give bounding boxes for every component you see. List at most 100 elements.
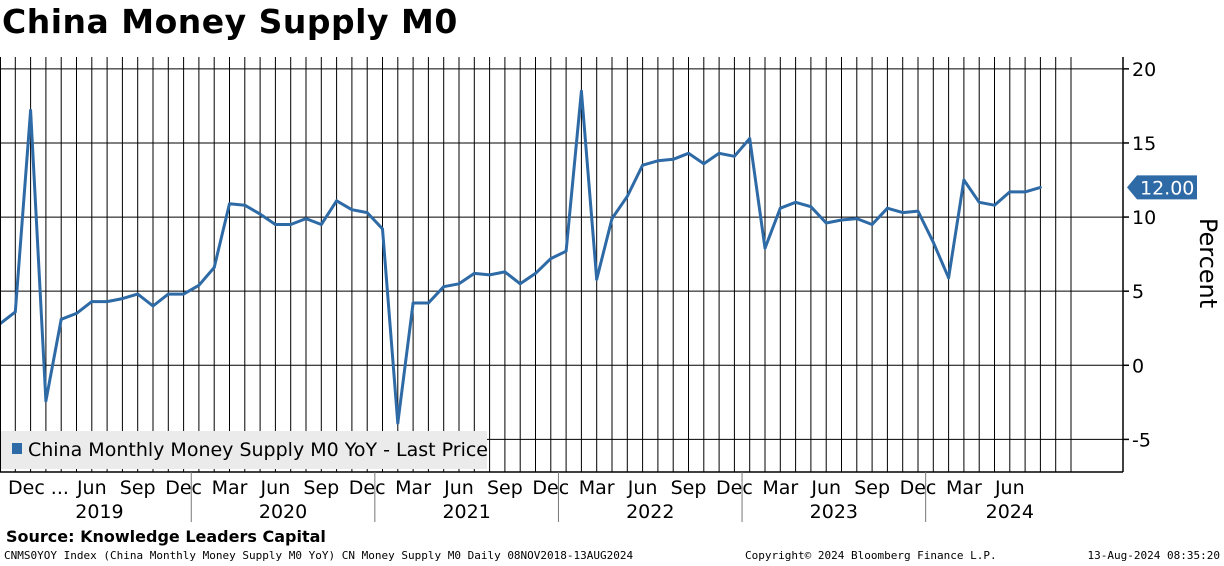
- chart-title: China Money Supply M0: [2, 2, 458, 41]
- data-point: [411, 301, 415, 305]
- x-month-label: Dec: [716, 477, 753, 499]
- x-month-label: Jun: [76, 477, 107, 499]
- source-text: Source: Knowledge Leaders Capital: [6, 527, 326, 546]
- x-month-label: Mar: [579, 477, 615, 499]
- x-month-label: Mar: [946, 477, 982, 499]
- data-point: [121, 297, 124, 300]
- data-point: [916, 209, 920, 213]
- data-point: [13, 310, 17, 314]
- x-year-label: 2022: [626, 501, 674, 523]
- legend-swatch: [12, 443, 22, 454]
- data-point: [503, 270, 507, 274]
- x-year-label: 2019: [75, 501, 123, 523]
- data-point: [29, 108, 32, 112]
- x-year-label: 2020: [259, 501, 307, 523]
- data-point: [625, 194, 629, 198]
- data-point: [44, 399, 48, 403]
- data-point: [931, 240, 935, 244]
- data-point: [59, 317, 63, 321]
- x-year-label: 2024: [986, 501, 1034, 523]
- y-axis-labels: -5 0 5 10 15 20: [1132, 59, 1156, 452]
- y-tick-label: 0: [1132, 355, 1144, 377]
- data-point: [228, 202, 231, 206]
- data-point: [901, 211, 905, 215]
- data-point: [671, 157, 675, 161]
- data-point: [90, 300, 94, 303]
- x-month-label: Dec ...: [8, 477, 69, 499]
- data-point: [457, 282, 461, 286]
- x-month-label: Sep: [487, 477, 523, 499]
- data-point: [977, 200, 981, 204]
- data-point: [365, 211, 369, 215]
- data-point: [886, 206, 889, 210]
- x-month-label: Jun: [810, 477, 841, 499]
- x-month-label: Sep: [671, 477, 707, 499]
- legend-label: China Monthly Money Supply M0 YoY - Last…: [28, 439, 488, 461]
- data-point: [809, 205, 813, 209]
- last-price-label: 12.00: [1140, 177, 1194, 199]
- data-point: [518, 282, 522, 286]
- data-point: [962, 178, 966, 182]
- data-point: [656, 159, 660, 163]
- data-point: [197, 283, 201, 287]
- x-month-label: Mar: [395, 477, 431, 499]
- index-info: CNMS0YOY Index (China Monthly Money Supp…: [4, 549, 634, 562]
- x-month-label: Dec: [349, 477, 386, 499]
- x-month-label: Sep: [854, 477, 890, 499]
- x-year-label: 2021: [442, 501, 490, 523]
- data-point: [840, 218, 843, 222]
- data-point: [794, 200, 797, 204]
- x-year-label: 2023: [810, 501, 858, 523]
- data-point: [136, 292, 140, 296]
- timestamp: 13-Aug-2024 08:35:20: [1087, 549, 1220, 562]
- x-month-label: Mar: [212, 477, 248, 499]
- data-point: [580, 89, 583, 93]
- data-point: [381, 227, 384, 231]
- data-point: [258, 212, 262, 216]
- y-tick-label: 15: [1132, 133, 1156, 155]
- data-point: [733, 154, 736, 158]
- data-point: [350, 208, 354, 212]
- data-point: [243, 203, 247, 207]
- data-point: [610, 217, 614, 220]
- axes: [0, 57, 1129, 522]
- data-point: [427, 301, 430, 305]
- x-month-label: Jun: [994, 477, 1025, 499]
- data-point: [182, 292, 186, 296]
- data-point: [442, 285, 446, 289]
- data-point: [947, 276, 950, 280]
- y-tick-label: 20: [1132, 59, 1156, 81]
- x-month-label: Dec: [165, 477, 202, 499]
- data-point: [289, 223, 293, 226]
- x-month-label: Sep: [303, 477, 339, 499]
- y-axis-title: Percent: [1194, 218, 1222, 308]
- data-point: [748, 137, 752, 140]
- data-point: [702, 162, 706, 166]
- x-month-label: Jun: [260, 477, 291, 499]
- x-month-label: Jun: [627, 477, 658, 499]
- data-point: [319, 223, 323, 226]
- data-point: [212, 266, 216, 269]
- data-point: [549, 257, 553, 260]
- data-point: [1023, 190, 1027, 194]
- data-point: [166, 292, 170, 296]
- data-point: [1039, 186, 1042, 189]
- data-point: [274, 223, 277, 226]
- x-month-label: Jun: [443, 477, 474, 499]
- series-group: [0, 89, 1042, 425]
- x-axis-labels: Dec ... Jun Sep Dec Mar Jun Sep Dec Mar Jun Sep Dec…: [8, 477, 1034, 523]
- copyright: Copyright© 2024 Bloomberg Finance L.P.: [745, 549, 997, 562]
- data-point: [564, 249, 568, 253]
- data-point: [472, 271, 476, 275]
- vertical-gridlines: [0, 57, 1072, 472]
- data-point: [105, 300, 109, 303]
- last-price-badge-shape: [1127, 175, 1197, 200]
- data-point: [595, 277, 599, 281]
- data-point: [396, 421, 400, 425]
- y-tick-label: -5: [1132, 429, 1151, 451]
- data-point: [641, 163, 644, 167]
- data-point: [824, 221, 828, 225]
- y-tick-label: 10: [1132, 207, 1156, 229]
- x-month-label: Mar: [762, 477, 798, 499]
